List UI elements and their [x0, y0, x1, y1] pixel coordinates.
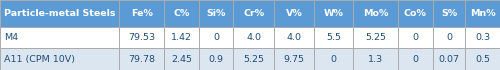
Text: 0.9: 0.9 — [208, 55, 224, 64]
Text: 5.25: 5.25 — [243, 55, 264, 64]
Text: 0: 0 — [412, 33, 418, 42]
Text: 5.25: 5.25 — [365, 33, 386, 42]
Text: 9.75: 9.75 — [284, 55, 304, 64]
Bar — [234, 0, 274, 27]
Bar — [398, 48, 432, 70]
Bar — [274, 0, 314, 27]
Text: C%: C% — [173, 9, 190, 18]
Bar — [0, 27, 120, 48]
Text: Si%: Si% — [206, 9, 226, 18]
Text: 5.5: 5.5 — [326, 33, 342, 42]
Text: 0.5: 0.5 — [475, 55, 490, 64]
Text: 1.42: 1.42 — [171, 33, 192, 42]
Bar — [234, 48, 274, 70]
Bar — [314, 0, 353, 27]
Text: 0.07: 0.07 — [438, 55, 460, 64]
Bar — [198, 27, 234, 48]
Text: V%: V% — [286, 9, 302, 18]
Text: Mn%: Mn% — [470, 9, 496, 18]
Bar — [164, 48, 198, 70]
Bar — [164, 0, 198, 27]
Text: 79.78: 79.78 — [128, 55, 155, 64]
Text: 0.3: 0.3 — [475, 33, 490, 42]
Text: 0: 0 — [446, 33, 452, 42]
Text: Particle-metal Steels: Particle-metal Steels — [4, 9, 116, 18]
Text: 2.45: 2.45 — [171, 55, 192, 64]
Bar — [314, 27, 353, 48]
Bar — [432, 0, 466, 27]
Bar — [234, 27, 274, 48]
Text: 4.0: 4.0 — [286, 33, 302, 42]
Bar — [198, 48, 234, 70]
Text: 0: 0 — [412, 55, 418, 64]
Bar — [466, 48, 500, 70]
Text: 4.0: 4.0 — [246, 33, 261, 42]
Text: Fe%: Fe% — [131, 9, 152, 18]
Bar — [164, 27, 198, 48]
Text: Co%: Co% — [404, 9, 426, 18]
Text: 79.53: 79.53 — [128, 33, 156, 42]
Text: 0: 0 — [331, 55, 337, 64]
Bar — [0, 48, 120, 70]
Bar — [432, 48, 466, 70]
Bar — [466, 0, 500, 27]
Bar — [466, 27, 500, 48]
Bar — [353, 48, 398, 70]
Bar — [353, 0, 398, 27]
Bar — [353, 27, 398, 48]
Bar — [274, 27, 314, 48]
Text: M4: M4 — [4, 33, 18, 42]
Text: 0: 0 — [213, 33, 219, 42]
Text: S%: S% — [441, 9, 457, 18]
Bar — [274, 48, 314, 70]
Text: 1.3: 1.3 — [368, 55, 383, 64]
Text: Cr%: Cr% — [243, 9, 264, 18]
Text: Mo%: Mo% — [363, 9, 388, 18]
Bar — [398, 0, 432, 27]
Bar — [432, 27, 466, 48]
Bar — [120, 27, 164, 48]
Bar — [0, 0, 120, 27]
Bar — [314, 48, 353, 70]
Text: W%: W% — [324, 9, 344, 18]
Bar — [398, 27, 432, 48]
Bar — [120, 48, 164, 70]
Bar — [198, 0, 234, 27]
Text: A11 (CPM 10V): A11 (CPM 10V) — [4, 55, 75, 64]
Bar — [120, 0, 164, 27]
